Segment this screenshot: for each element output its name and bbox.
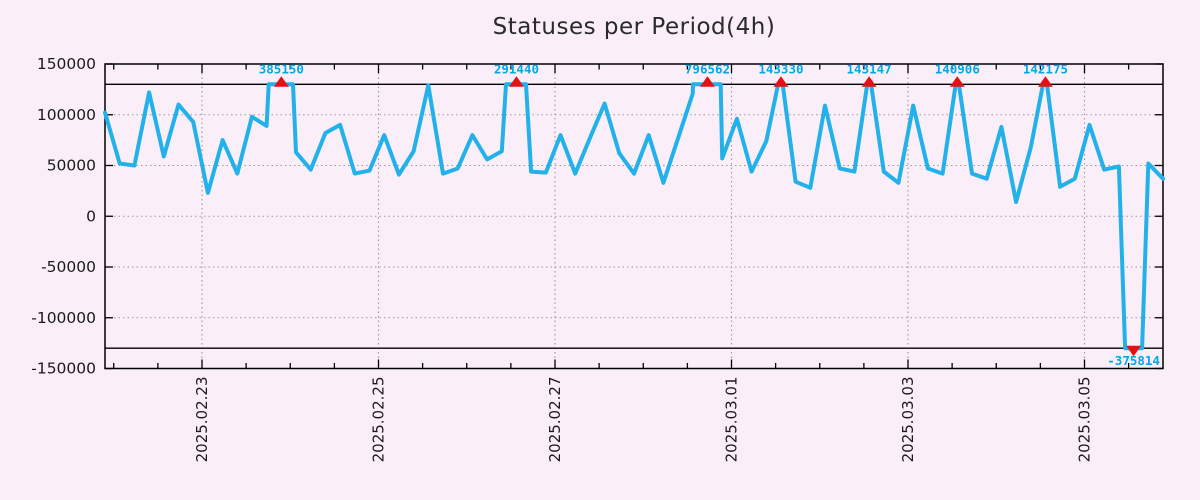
peak-value-label: 291440 — [494, 61, 539, 76]
peak-marker-icon — [949, 76, 965, 87]
y-tick-label: 0 — [86, 207, 96, 225]
peak-marker-icon — [773, 76, 789, 87]
chart-title: Statuses per Period(4h) — [492, 14, 776, 40]
peak-value-label: 142175 — [1023, 61, 1068, 76]
peak-value-label: 143147 — [847, 61, 892, 76]
peak-marker-icon — [1037, 76, 1053, 87]
trough-value-label: -375814 — [1107, 353, 1160, 368]
trough-marker-icon — [1126, 345, 1142, 357]
y-tick-label: -50000 — [41, 258, 96, 276]
peak-value-label: 143330 — [758, 61, 803, 76]
y-tick-label: 50000 — [47, 157, 96, 175]
peak-value-label: 140906 — [935, 61, 980, 76]
x-tick-label: 2025.03.01 — [723, 377, 741, 463]
x-tick-label: 2025.02.25 — [370, 377, 388, 463]
x-tick-label: 2025.02.23 — [193, 377, 211, 463]
peak-marker-icon — [699, 76, 715, 87]
x-tick-label: 2025.02.27 — [546, 377, 564, 463]
peak-marker-icon — [508, 76, 524, 87]
plot-border — [104, 63, 1164, 370]
x-tick-label: 2025.03.03 — [899, 377, 917, 463]
y-tick-label: -100000 — [31, 309, 96, 327]
peak-value-label: 796562 — [685, 61, 730, 76]
y-tick-label: -150000 — [31, 360, 96, 378]
y-tick-label: 150000 — [37, 55, 96, 73]
y-tick-label: 100000 — [37, 106, 96, 124]
x-tick-label: 2025.03.05 — [1076, 377, 1094, 463]
peak-value-label: 385150 — [259, 61, 304, 76]
peak-marker-icon — [861, 76, 877, 87]
peak-marker-icon — [273, 76, 289, 87]
series-line — [103, 82, 1165, 351]
